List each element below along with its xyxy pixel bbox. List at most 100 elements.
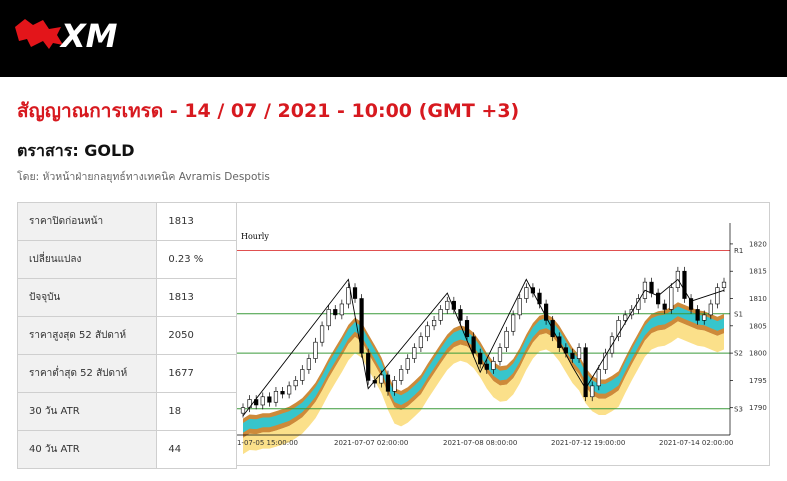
candle-body (300, 369, 305, 381)
candle-body (590, 385, 595, 398)
y-tick-label: 1800 (749, 350, 767, 358)
y-tick-label: 1790 (749, 404, 767, 412)
y-tick-label: 1815 (749, 268, 767, 276)
candle-body (511, 314, 516, 332)
x-tick-label: 2021-07-14 02:00:00 (659, 439, 733, 447)
table-row: 30 วัน ATR 18 (16, 392, 237, 431)
page-title: สัญญาณการเทรด - 14 / 07 / 2021 - 10:00 (… (17, 100, 520, 122)
candle-body (491, 360, 496, 370)
stat-label: ราคาสูงสุด 52 สัปดาห์ (16, 316, 158, 355)
candle-body (405, 358, 410, 370)
candle-body (669, 287, 674, 310)
candle-body (379, 374, 384, 384)
candle-body (596, 369, 601, 387)
stat-label: ราคาต่ำสุด 52 สัปดาห์ (16, 354, 158, 393)
candle-body (313, 341, 318, 359)
stat-label: ปัจจุบัน (16, 278, 158, 317)
candle-body (385, 374, 391, 392)
candle-body (570, 352, 575, 359)
ma-band-inner (243, 321, 724, 455)
candle-body (616, 320, 621, 338)
candle-body (412, 347, 417, 359)
candle-body (603, 352, 608, 370)
candle-body (517, 298, 522, 316)
candle-body (273, 391, 279, 403)
x-tick-label: 2021-07-08 08:00:00 (443, 439, 517, 447)
header-bar: XM (0, 0, 787, 77)
author-byline: โดย: หัวหน้าฝ่ายกลยุทธ์ทางเทคนิค Avramis… (17, 171, 270, 183)
table-row: ปัจจุบัน 1813 (16, 278, 237, 317)
stat-label: ราคาปิดก่อนหน้า (16, 202, 158, 241)
candle-body (260, 396, 265, 406)
hourly-chart: Hourly R1 S1 S2 S3 1790 1795 1800 1805 1810 1815 1… (236, 202, 770, 466)
candle-body (471, 336, 476, 354)
level-label-r1: R1 (734, 247, 743, 255)
candle-body (662, 303, 667, 310)
bull-icon (15, 19, 63, 49)
candle-body (280, 391, 285, 395)
stats-table: ราคาปิดก่อนหน้า 1813 เปลี่ยนแปลง 0.23 % ปั… (16, 202, 237, 469)
x-tick-label: 2021-07-07 02:00:00 (334, 439, 408, 447)
y-tick-label: 1805 (749, 322, 767, 330)
candle-body (346, 287, 351, 305)
candle-body (649, 281, 654, 294)
candle-body (576, 347, 582, 359)
candle-body (438, 309, 443, 321)
candle-body (682, 270, 687, 299)
candle-body (464, 320, 470, 338)
xm-logo[interactable]: XM (13, 15, 135, 53)
candle-body (333, 309, 338, 316)
chart-canvas: Hourly R1 S1 S2 S3 1790 1795 1800 1805 1810 1815 1… (237, 223, 767, 455)
stat-value: 44 (156, 430, 237, 469)
stat-value: 18 (156, 392, 237, 431)
candle-body (240, 407, 246, 414)
candle-body (484, 363, 489, 370)
candle-body (445, 300, 450, 310)
instrument-label: ตราสาร: GOLD (17, 141, 135, 160)
candle-body (431, 320, 437, 327)
candle-body (715, 287, 720, 305)
level-label-s2: S2 (734, 350, 743, 358)
candle-body (306, 358, 311, 370)
candle-body (425, 325, 430, 338)
stat-value: 1813 (156, 202, 237, 241)
candle-body (623, 314, 628, 321)
stat-value: 1677 (156, 354, 237, 393)
table-row: เปลี่ยนแปลง 0.23 % (16, 240, 237, 279)
chart-title: Hourly (241, 232, 269, 241)
x-tick-label: 2021-07-12 19:00:00 (551, 439, 625, 447)
candle-body (267, 396, 272, 403)
candle-body (399, 369, 404, 381)
candle-body (708, 303, 713, 316)
stat-value: 1813 (156, 278, 237, 317)
stat-label: 30 วัน ATR (16, 392, 158, 431)
candle-body (418, 336, 424, 348)
candle-body (366, 352, 371, 381)
y-tick-label: 1820 (749, 240, 767, 248)
stat-value: 0.23 % (156, 240, 237, 279)
table-row: ราคาสูงสุด 52 สัปดาห์ 2050 (16, 316, 237, 355)
candle-body (543, 303, 549, 321)
candle-body (352, 287, 358, 299)
table-row: 40 วัน ATR 44 (16, 430, 237, 469)
table-row: ราคาต่ำสุด 52 สัปดาห์ 1677 (16, 354, 237, 393)
candle-body (326, 309, 331, 327)
stat-label: เปลี่ยนแปลง (16, 240, 158, 279)
logo-text: XM (59, 17, 118, 53)
candle-body (530, 287, 536, 294)
x-tick-label: 1-07-05 15:00:00 (237, 439, 298, 447)
candle-body (339, 303, 344, 316)
candle-body (524, 287, 529, 299)
candle-body (458, 309, 463, 321)
candle-body (583, 347, 588, 398)
table-row: ราคาปิดก่อนหน้า 1813 (16, 202, 237, 241)
candle-body (504, 330, 509, 348)
candle-body (287, 385, 292, 395)
candle-body (702, 314, 707, 321)
candle-body (247, 399, 252, 409)
candle-body (392, 380, 397, 392)
candle-body (721, 281, 727, 288)
y-tick-label: 1810 (749, 295, 767, 303)
y-tick-label: 1795 (749, 377, 767, 385)
stat-value: 2050 (156, 316, 237, 355)
